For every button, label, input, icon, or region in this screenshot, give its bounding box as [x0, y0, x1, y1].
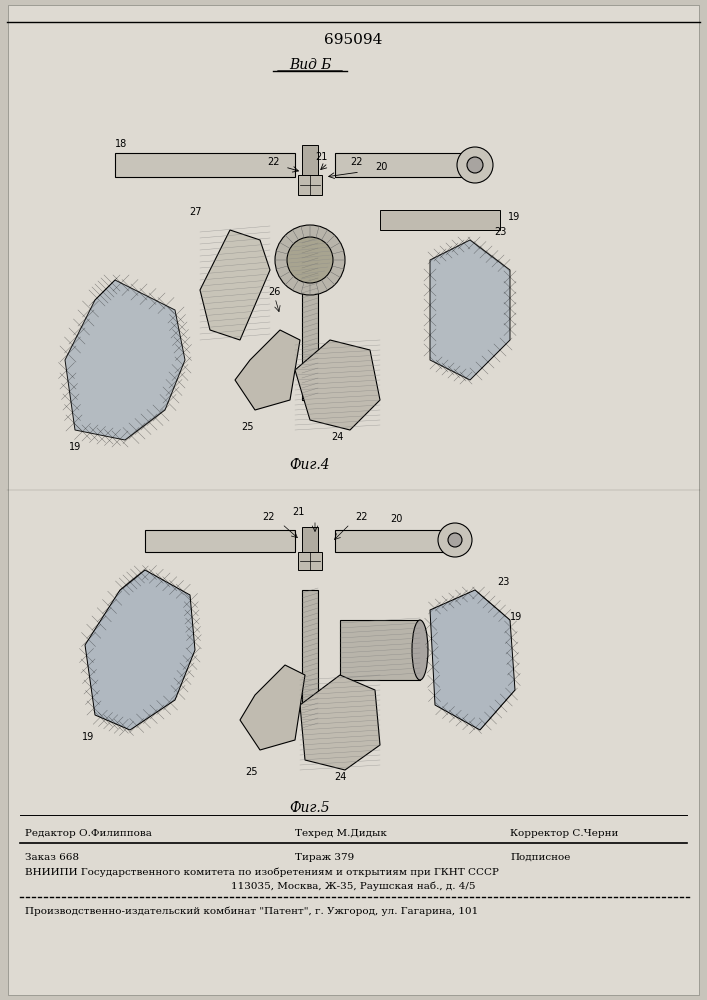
Text: 24: 24 [331, 432, 343, 442]
Text: 25: 25 [246, 767, 258, 777]
Text: 18: 18 [115, 139, 127, 149]
Text: 21: 21 [315, 152, 327, 162]
Text: 19: 19 [69, 442, 81, 452]
Text: Техред М.Дидык: Техред М.Дидык [295, 828, 387, 838]
Text: 22: 22 [267, 157, 280, 167]
Text: Фиг.4: Фиг.4 [290, 458, 330, 472]
Polygon shape [430, 240, 510, 380]
Text: Редактор О.Филиппова: Редактор О.Филиппова [25, 828, 152, 838]
Polygon shape [430, 590, 515, 730]
Text: 20: 20 [390, 514, 402, 524]
Circle shape [275, 225, 345, 295]
FancyBboxPatch shape [115, 153, 295, 177]
Polygon shape [300, 675, 380, 770]
Bar [302, 240, 318, 400]
Text: 24: 24 [334, 772, 346, 782]
Text: 21: 21 [293, 507, 305, 517]
Text: Корректор С.Черни: Корректор С.Черни [510, 828, 619, 838]
Polygon shape [85, 570, 195, 730]
Text: Тираж 379: Тираж 379 [295, 852, 354, 861]
FancyBboxPatch shape [335, 153, 465, 177]
Polygon shape [65, 280, 185, 440]
Text: 22: 22 [350, 157, 363, 167]
Circle shape [467, 157, 483, 173]
Text: Производственно-издательский комбинат "Патент", г. Ужгород, ул. Гагарина, 101: Производственно-издательский комбинат "П… [25, 906, 478, 916]
Circle shape [448, 533, 462, 547]
Text: 22: 22 [262, 512, 275, 522]
Text: 20: 20 [375, 162, 387, 172]
Bar [302, 527, 318, 552]
Bar [340, 620, 420, 680]
Circle shape [438, 523, 472, 557]
Polygon shape [200, 230, 270, 340]
FancyBboxPatch shape [8, 5, 699, 995]
Text: 25: 25 [241, 422, 253, 432]
Text: Фиг.5: Фиг.5 [290, 801, 330, 815]
Text: 23: 23 [493, 227, 506, 237]
Text: 23: 23 [497, 577, 509, 587]
Text: 19: 19 [82, 732, 94, 742]
Bar [302, 590, 318, 730]
Circle shape [457, 147, 493, 183]
Text: ВНИИПИ Государственного комитета по изобретениям и открытиям при ГКНТ СССР: ВНИИПИ Государственного комитета по изоб… [25, 867, 499, 877]
Text: 113035, Москва, Ж-35, Раушская наб., д. 4/5: 113035, Москва, Ж-35, Раушская наб., д. … [230, 881, 475, 891]
Bar [298, 552, 322, 570]
Text: Заказ 668: Заказ 668 [25, 852, 79, 861]
Text: 19: 19 [508, 212, 520, 222]
Polygon shape [295, 340, 380, 430]
FancyBboxPatch shape [145, 530, 295, 552]
Text: 27: 27 [189, 207, 201, 217]
Text: 19: 19 [510, 612, 522, 622]
Bar [298, 175, 322, 195]
Circle shape [287, 237, 333, 283]
Text: 695094: 695094 [324, 33, 382, 47]
Text: Вид Б: Вид Б [288, 58, 332, 72]
Ellipse shape [412, 620, 428, 680]
Bar [302, 145, 318, 175]
Polygon shape [235, 330, 300, 410]
Text: Подписное: Подписное [510, 852, 571, 861]
Text: 22: 22 [355, 512, 368, 522]
Text: 26: 26 [268, 287, 281, 297]
Polygon shape [240, 665, 305, 750]
FancyBboxPatch shape [335, 530, 445, 552]
FancyBboxPatch shape [380, 210, 500, 230]
